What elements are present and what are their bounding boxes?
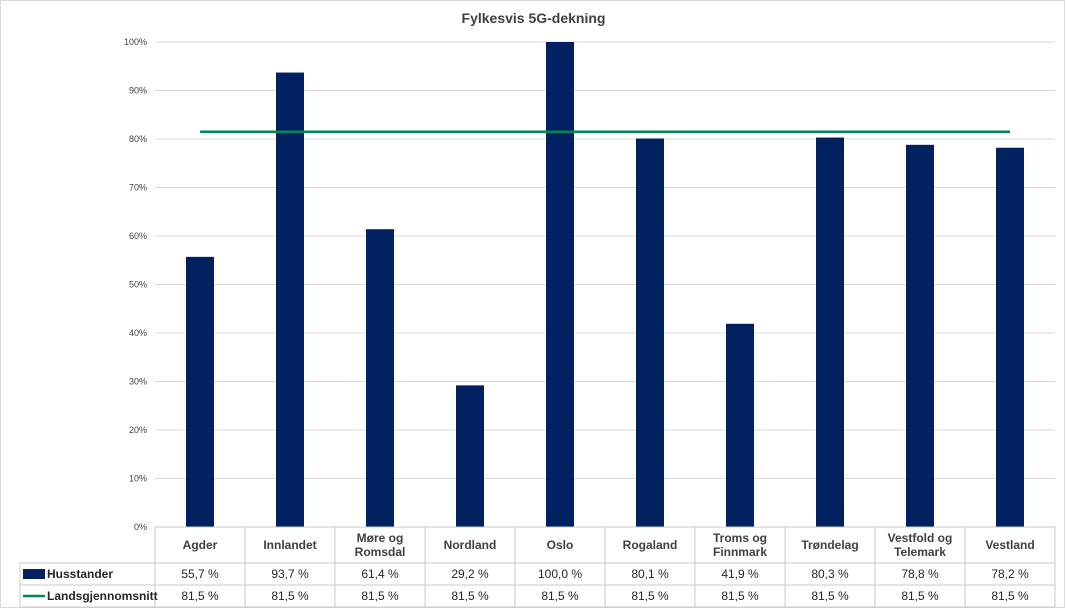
legend-label: Husstander bbox=[47, 567, 113, 581]
bar bbox=[276, 72, 304, 528]
category-label: Vestfold og bbox=[888, 531, 953, 545]
data-label: 100,0 % bbox=[538, 567, 582, 581]
category-label: Finnmark bbox=[713, 545, 767, 559]
category-label: Agder bbox=[183, 538, 218, 552]
bar bbox=[366, 229, 394, 527]
category-label: Telemark bbox=[894, 545, 946, 559]
y-tick-label: 100% bbox=[124, 37, 147, 47]
y-tick-label: 20% bbox=[129, 425, 147, 435]
category-label: Trøndelag bbox=[801, 538, 858, 552]
data-label: 78,8 % bbox=[901, 567, 939, 581]
y-tick-label: 0% bbox=[134, 522, 147, 532]
data-label: 93,7 % bbox=[271, 567, 309, 581]
data-label: 80,3 % bbox=[811, 567, 849, 581]
bar bbox=[636, 138, 664, 527]
data-label: 55,7 % bbox=[181, 567, 219, 581]
category-label: Oslo bbox=[547, 538, 574, 552]
category-label: Romsdal bbox=[355, 545, 406, 559]
data-label: 29,2 % bbox=[451, 567, 489, 581]
data-label: 81,5 % bbox=[811, 589, 849, 603]
data-label: 61,4 % bbox=[361, 567, 399, 581]
y-tick-label: 70% bbox=[129, 183, 147, 193]
data-label: 78,2 % bbox=[991, 567, 1029, 581]
y-tick-label: 40% bbox=[129, 328, 147, 338]
data-label: 81,5 % bbox=[901, 589, 939, 603]
y-tick-label: 30% bbox=[129, 377, 147, 387]
category-label: Innlandet bbox=[263, 538, 316, 552]
y-tick-label: 10% bbox=[129, 474, 147, 484]
y-tick-label: 90% bbox=[129, 86, 147, 96]
data-label: 81,5 % bbox=[271, 589, 309, 603]
y-tick-label: 80% bbox=[129, 134, 147, 144]
category-label: Troms og bbox=[713, 531, 767, 545]
bar bbox=[996, 147, 1024, 528]
y-axis-tick-labels: 0% 10% 20% 30% 40% 50% 60% 70% 80% 90% 100% bbox=[124, 37, 147, 532]
category-label: Nordland bbox=[444, 538, 497, 552]
data-label: 81,5 % bbox=[361, 589, 399, 603]
data-label: 80,1 % bbox=[631, 567, 669, 581]
data-label: 81,5 % bbox=[541, 589, 579, 603]
data-label: 41,9 % bbox=[721, 567, 759, 581]
bar-series bbox=[186, 42, 1024, 528]
category-label: Rogaland bbox=[623, 538, 678, 552]
legend-key-husstander bbox=[23, 569, 45, 579]
data-label: 81,5 % bbox=[181, 589, 219, 603]
bar bbox=[906, 144, 934, 527]
bar bbox=[186, 256, 214, 527]
data-label: 81,5 % bbox=[721, 589, 759, 603]
y-tick-label: 50% bbox=[129, 280, 147, 290]
chart-title: Fylkesvis 5G-dekning bbox=[461, 10, 606, 26]
data-label: 81,5 % bbox=[991, 589, 1029, 603]
bar bbox=[726, 323, 754, 527]
data-label: 81,5 % bbox=[631, 589, 669, 603]
legend-label: Landsgjennomsnitt bbox=[47, 589, 158, 603]
gridlines bbox=[155, 41, 1055, 528]
category-label: Vestland bbox=[985, 538, 1034, 552]
bar bbox=[816, 137, 844, 528]
bar bbox=[456, 385, 484, 527]
y-tick-label: 60% bbox=[129, 231, 147, 241]
data-label: 81,5 % bbox=[451, 589, 489, 603]
category-label: Møre og bbox=[357, 531, 404, 545]
bar bbox=[546, 42, 574, 527]
